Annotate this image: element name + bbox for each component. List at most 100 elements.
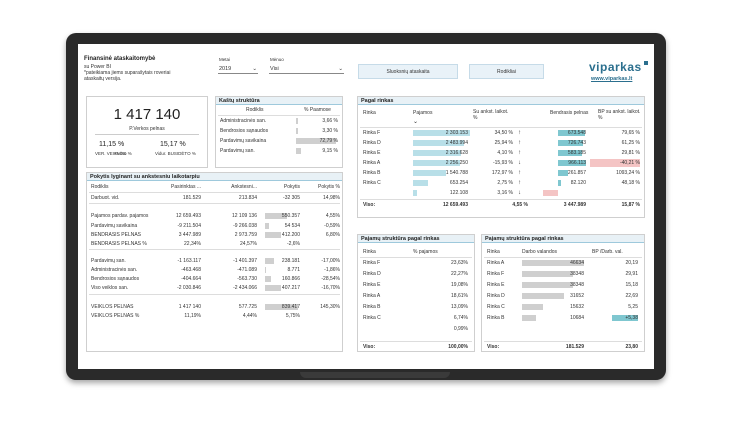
hours-col-valandos: Darbo valandos [522, 249, 558, 255]
markets-row-paj: 2 316.628 [445, 150, 468, 156]
change-row-cell: 11,19% [184, 313, 201, 319]
change-title: Pokytis lyginant su ankstesniu laikotarp… [87, 173, 342, 181]
change-row-cell: 14,98% [323, 195, 340, 201]
markets-row-paj: 2 256.250 [445, 160, 468, 166]
markets-title: Pagal rinkas [358, 97, 644, 105]
revenue-row-name: Rinka B [363, 304, 381, 310]
change-row-cell: 12 659.493 [175, 213, 201, 219]
markets-row-bp-bar [558, 130, 585, 136]
year-label: Metai [219, 57, 231, 62]
markets-row-bp: 726.743 [567, 140, 586, 146]
markets-col-bp-ankst: BP su ankst. laikot. % [598, 109, 641, 121]
markets-row-pct: 4,10 % [497, 150, 513, 156]
hours-row-bp: 15,18 [625, 282, 638, 288]
markets-row-name: Rinka D [363, 140, 381, 146]
change-row-cell: -1 163.117 [177, 258, 201, 264]
change-row-bar [265, 258, 275, 264]
revenue-total-line [360, 341, 472, 342]
revenue-row-pct: 18,61% [451, 293, 468, 299]
hours-row-bp: 5,25 [628, 304, 638, 310]
cost-col-rodiklis: Rodiklis [246, 107, 264, 113]
cost-header-line [218, 115, 340, 116]
hours-row-name: Rinka E [487, 282, 505, 288]
markets-row-bpp: 1093,24 % [616, 170, 640, 176]
cost-row-pct: 3,66 % [322, 118, 338, 124]
hours-header-line [484, 257, 642, 258]
change-row-cell: -1,86% [324, 267, 340, 273]
hours-row-bp: 22,69 [625, 293, 638, 299]
revenue-structure-panel: Pajamų struktūra pagal rinkas Rinka % pa… [357, 234, 475, 352]
change-row-cell: VEIKLOS PELNAS [91, 304, 134, 310]
arrow-down-icon: ↓ [518, 160, 521, 166]
cost-row-name: Pardavimų savikaina [220, 138, 267, 144]
arrow-up-icon: ↑ [518, 150, 521, 156]
markets-row-paj-bar [413, 130, 470, 136]
revenue-row-name: Rinka A [363, 293, 381, 299]
change-row-cell: 1 417 140 [178, 304, 201, 310]
revenue-total-label: Viso: [363, 344, 376, 350]
kpi-card: 1 417 140 P.Verkos pelnas 11,15 % VER. V… [86, 96, 208, 168]
markets-row-pct: 25,94 % [494, 140, 513, 146]
hours-row-name: Rinka A [487, 260, 505, 266]
monitor-stand [300, 372, 450, 378]
hours-row-name: Rinka C [487, 304, 505, 310]
hours-total-bp: 23,80 [625, 344, 638, 350]
hours-row-bp: 20,19 [625, 260, 638, 266]
arrow-down-icon: ↓ [518, 190, 521, 196]
change-row-cell: -1 401.397 [233, 258, 257, 264]
kpi-main-label: P.Verkos pelnas [129, 126, 165, 132]
change-row-cell: 213.834 [238, 195, 257, 201]
change-row-cell: Viso veiklos san. [91, 285, 129, 291]
change-row-cell: -17,00% [321, 258, 340, 264]
chevron-down-icon: ⌄ [252, 66, 257, 72]
markets-row-paj-bar [413, 160, 460, 166]
hours-total-value: 181.529 [565, 344, 584, 350]
hours-col-bp: BP /Darb. val. [592, 249, 623, 255]
hours-row-value: 38348 [570, 271, 584, 277]
markets-total-bp: 3 447.989 [563, 202, 586, 208]
markets-row-bp-bar [558, 160, 586, 166]
revenue-row-name: Rinka E [363, 282, 381, 288]
change-row-cell: 407.217 [281, 285, 300, 291]
change-col-header: Pokytis [283, 184, 300, 190]
markets-col-pajamos: Pajamos [413, 110, 433, 116]
revenue-row-pct: 13,09% [451, 304, 468, 310]
change-row-cell: 577.725 [238, 304, 257, 310]
work-hours-title: Pajamų struktūra pagal rinkas [482, 235, 644, 243]
hours-row-bp: +5,38 [625, 315, 638, 321]
markets-row-pct: 34,50 % [494, 130, 513, 136]
change-row-cell: BENDRASIS PELNAS % [91, 241, 147, 247]
markets-row-paj: 2 303.153 [445, 130, 468, 136]
change-row-cell: Administracinės san. [91, 267, 138, 273]
change-row-cell: -2 030.846 [177, 285, 201, 291]
hours-total-label: Viso: [487, 344, 500, 350]
hours-row-bar [522, 271, 573, 277]
report-note-1: *pateikiama jiems suparašytais roveriai [84, 70, 171, 76]
change-separator [89, 249, 340, 250]
year-select[interactable]: 2019 ⌄ [218, 65, 258, 74]
sluoksniu-button[interactable]: Sluoksnių ataskaita [358, 64, 458, 79]
hours-row-value: 31652 [570, 293, 584, 299]
cost-row-bar [296, 128, 298, 134]
change-row-cell: -563.730 [237, 276, 257, 282]
change-row-cell: 4,55% [325, 213, 340, 219]
website-link[interactable]: www.viparkas.lt [591, 76, 633, 82]
kpi-divider [95, 134, 199, 135]
markets-row-name: Rinka F [363, 130, 381, 136]
revenue-row-pct: 23,63% [451, 260, 468, 266]
rodikliai-button[interactable]: Rodikliai [469, 64, 544, 79]
markets-col-rinka: Rinka [363, 110, 376, 116]
markets-total-bpp: 15,87 % [621, 202, 640, 208]
change-row-bar [265, 232, 282, 238]
hours-row-bar [522, 304, 544, 310]
markets-row-paj: 2 483.994 [445, 140, 468, 146]
report-note-2: ataskaitų versija. [84, 76, 122, 82]
revenue-row-name: Rinka F [363, 260, 381, 266]
month-select[interactable]: Visi ⌄ [269, 65, 344, 74]
markets-row-name: Rinka A [363, 160, 381, 166]
change-row-cell: Bendrosios sąnaudos [91, 276, 140, 282]
change-row-cell: 4,44% [242, 313, 257, 319]
markets-row-bp: 583.185 [567, 150, 586, 156]
change-row-cell: -2,6% [286, 241, 300, 247]
change-row-cell: 181.529 [182, 195, 201, 201]
